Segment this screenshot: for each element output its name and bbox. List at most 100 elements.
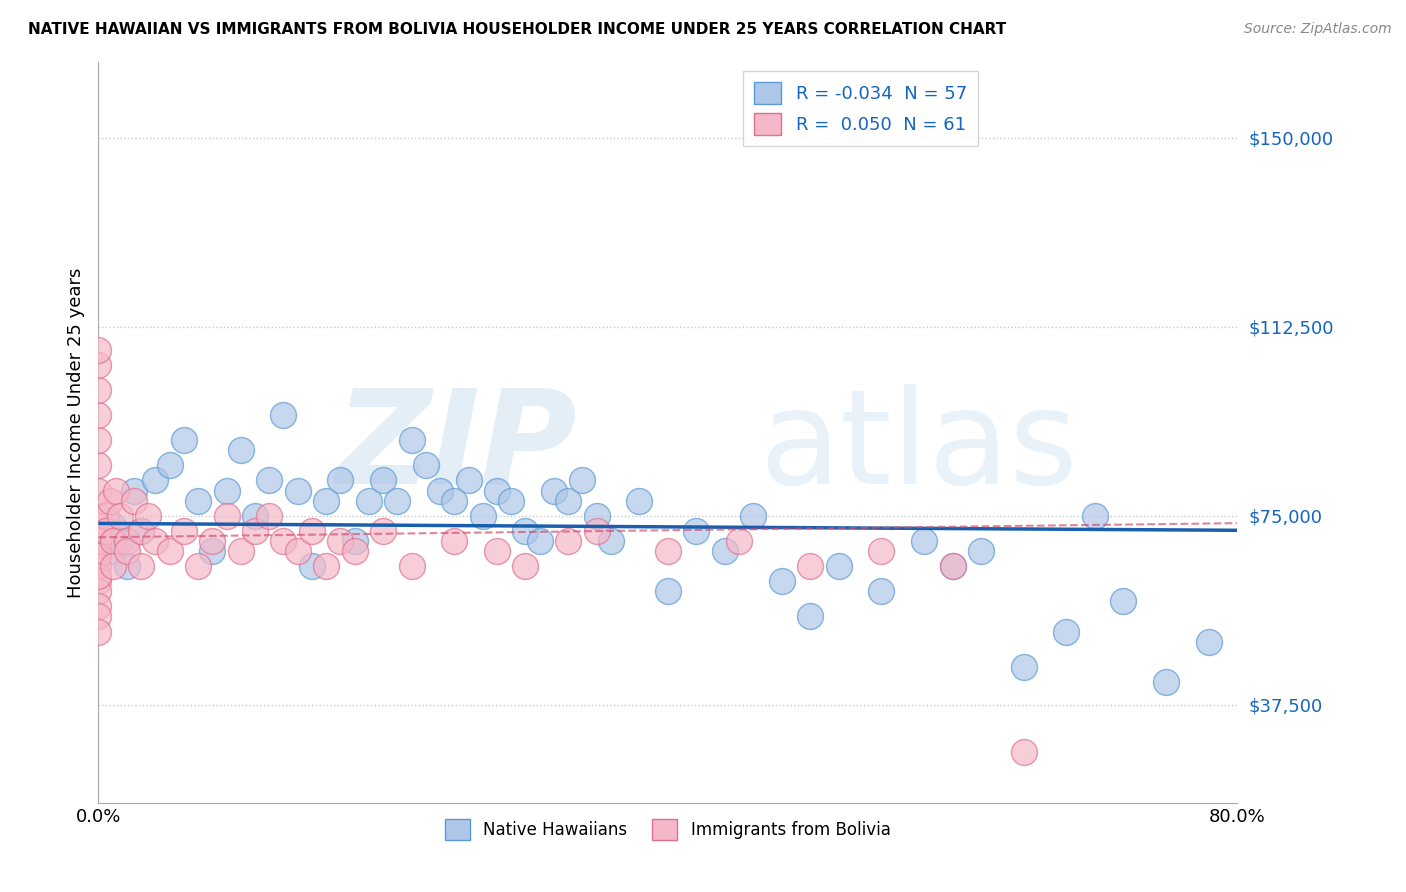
Point <box>799 609 821 624</box>
Point <box>273 533 295 548</box>
Point <box>87 533 110 548</box>
Point <box>87 408 110 422</box>
Point <box>108 508 131 523</box>
Point <box>401 433 423 447</box>
Point <box>942 559 965 574</box>
Point <box>870 584 893 599</box>
Point <box>486 544 509 558</box>
Point <box>287 544 309 558</box>
Point <box>343 544 366 558</box>
Point <box>401 559 423 574</box>
Point <box>373 524 395 538</box>
Point <box>129 524 152 538</box>
Point <box>657 544 679 558</box>
Point <box>122 493 145 508</box>
Point <box>828 559 851 574</box>
Point <box>1198 634 1220 648</box>
Point <box>301 559 323 574</box>
Point <box>515 559 537 574</box>
Point <box>98 493 121 508</box>
Point <box>159 544 181 558</box>
Point <box>129 524 152 538</box>
Point <box>429 483 451 498</box>
Point <box>243 524 266 538</box>
Point <box>104 483 127 498</box>
Point <box>329 533 352 548</box>
Point <box>287 483 309 498</box>
Point <box>173 524 195 538</box>
Point <box>942 559 965 574</box>
Point <box>543 483 565 498</box>
Point <box>145 474 167 488</box>
Point <box>259 508 281 523</box>
Point <box>201 544 224 558</box>
Point <box>87 518 110 533</box>
Point <box>145 533 167 548</box>
Point <box>443 493 465 508</box>
Point <box>187 493 209 508</box>
Point <box>1154 674 1177 689</box>
Point <box>728 533 751 548</box>
Point <box>87 624 110 639</box>
Point <box>87 343 110 357</box>
Point <box>657 584 679 599</box>
Point <box>87 458 110 473</box>
Point <box>315 559 337 574</box>
Point <box>486 483 509 498</box>
Point <box>387 493 409 508</box>
Point <box>501 493 523 508</box>
Point <box>585 508 607 523</box>
Point <box>685 524 707 538</box>
Point <box>87 569 110 583</box>
Text: ZIP: ZIP <box>335 384 576 511</box>
Point <box>87 529 110 543</box>
Point <box>94 508 117 523</box>
Point <box>87 549 110 563</box>
Point <box>373 474 395 488</box>
Text: atlas: atlas <box>759 384 1078 511</box>
Point <box>515 524 537 538</box>
Point <box>714 544 737 558</box>
Point <box>529 533 551 548</box>
Point <box>87 508 110 523</box>
Point <box>557 493 579 508</box>
Point <box>742 508 765 523</box>
Point <box>87 599 110 614</box>
Point <box>94 524 117 538</box>
Point <box>315 493 337 508</box>
Point <box>87 609 110 624</box>
Point <box>329 474 352 488</box>
Point <box>1112 594 1135 608</box>
Point <box>585 524 607 538</box>
Point <box>87 383 110 397</box>
Point <box>1056 624 1078 639</box>
Point <box>870 544 893 558</box>
Point <box>1012 660 1035 674</box>
Point <box>215 508 238 523</box>
Point <box>357 493 380 508</box>
Text: NATIVE HAWAIIAN VS IMMIGRANTS FROM BOLIVIA HOUSEHOLDER INCOME UNDER 25 YEARS COR: NATIVE HAWAIIAN VS IMMIGRANTS FROM BOLIV… <box>28 22 1007 37</box>
Point <box>159 458 181 473</box>
Point <box>115 533 138 548</box>
Point <box>101 559 124 574</box>
Point <box>443 533 465 548</box>
Point <box>136 508 159 523</box>
Point <box>108 533 131 548</box>
Point <box>87 584 110 599</box>
Point <box>115 559 138 574</box>
Legend: Native Hawaiians, Immigrants from Bolivia: Native Hawaiians, Immigrants from Bolivi… <box>439 813 897 847</box>
Point <box>229 544 252 558</box>
Point <box>912 533 935 548</box>
Point <box>471 508 494 523</box>
Point <box>201 533 224 548</box>
Point <box>215 483 238 498</box>
Point <box>301 524 323 538</box>
Point <box>600 533 623 548</box>
Point <box>557 533 579 548</box>
Point <box>770 574 793 589</box>
Point <box>187 559 209 574</box>
Point <box>273 408 295 422</box>
Point <box>101 533 124 548</box>
Point <box>343 533 366 548</box>
Point <box>101 518 124 533</box>
